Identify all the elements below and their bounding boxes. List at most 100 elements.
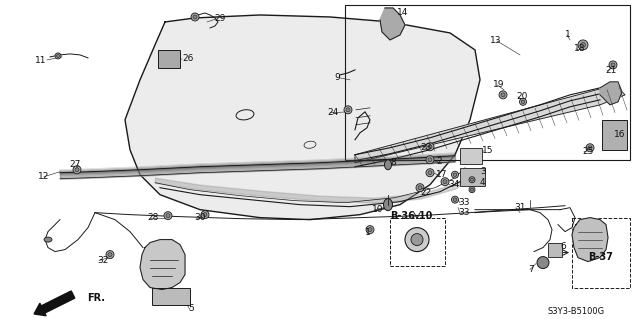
Text: 4: 4 (480, 178, 486, 187)
Circle shape (501, 93, 505, 97)
Text: 8: 8 (390, 158, 396, 167)
Text: 18: 18 (574, 44, 586, 53)
Circle shape (418, 186, 422, 190)
Circle shape (453, 198, 457, 201)
Polygon shape (355, 85, 625, 163)
Ellipse shape (385, 160, 392, 170)
Circle shape (108, 253, 112, 256)
Text: 26: 26 (182, 54, 193, 63)
Text: 3: 3 (480, 167, 486, 176)
Text: 30: 30 (194, 213, 205, 222)
Bar (460, 148, 482, 164)
Text: 33: 33 (458, 198, 470, 207)
Text: 16: 16 (614, 130, 625, 139)
Circle shape (411, 234, 423, 246)
Text: 14: 14 (397, 8, 408, 17)
Text: S3Y3-B5100G: S3Y3-B5100G (548, 308, 605, 316)
Polygon shape (125, 15, 480, 220)
Circle shape (578, 40, 588, 50)
Polygon shape (380, 8, 405, 40)
Polygon shape (600, 82, 622, 105)
Circle shape (164, 211, 172, 220)
Bar (152, 287, 190, 306)
Bar (548, 242, 562, 256)
Circle shape (580, 42, 586, 48)
Text: 15: 15 (482, 146, 493, 155)
Circle shape (344, 106, 352, 114)
Text: 28: 28 (147, 213, 158, 222)
Text: B-36-10: B-36-10 (390, 211, 433, 221)
Circle shape (75, 168, 79, 172)
Text: 6: 6 (560, 241, 566, 251)
Circle shape (166, 214, 170, 218)
Circle shape (499, 91, 507, 99)
Circle shape (203, 213, 207, 217)
Text: FR.: FR. (87, 293, 105, 302)
Circle shape (470, 178, 474, 181)
Text: 1: 1 (565, 30, 571, 39)
Circle shape (451, 196, 458, 203)
Circle shape (441, 178, 449, 186)
Text: 32: 32 (97, 256, 108, 264)
Circle shape (588, 146, 592, 150)
Circle shape (73, 166, 81, 174)
Ellipse shape (383, 199, 392, 211)
Text: 19: 19 (493, 80, 504, 89)
Text: 17: 17 (436, 170, 447, 179)
Circle shape (346, 108, 350, 112)
Circle shape (428, 171, 432, 175)
Bar (158, 50, 180, 68)
Circle shape (428, 145, 432, 149)
Bar (390, 218, 445, 265)
Text: 34: 34 (448, 180, 460, 189)
Text: 31: 31 (514, 203, 525, 212)
Polygon shape (572, 218, 608, 262)
Circle shape (520, 98, 527, 105)
Text: B-37: B-37 (588, 252, 613, 262)
Text: 24: 24 (327, 108, 339, 117)
Text: 7: 7 (528, 264, 534, 274)
Circle shape (611, 63, 615, 67)
Text: 23: 23 (420, 143, 431, 152)
Circle shape (443, 180, 447, 184)
FancyArrow shape (34, 291, 75, 316)
Bar (460, 168, 485, 186)
Text: 9: 9 (334, 73, 340, 82)
Circle shape (426, 156, 434, 164)
Circle shape (368, 228, 372, 232)
Text: 11: 11 (35, 56, 47, 65)
Ellipse shape (44, 237, 52, 242)
Bar (345, 5, 630, 160)
Circle shape (191, 13, 199, 21)
Text: 27: 27 (69, 160, 81, 169)
Bar (602, 120, 627, 150)
Circle shape (521, 100, 525, 104)
Circle shape (469, 177, 475, 183)
Circle shape (426, 143, 434, 151)
Circle shape (405, 228, 429, 252)
Bar (572, 218, 630, 287)
Circle shape (366, 226, 374, 234)
Circle shape (470, 188, 474, 191)
Text: 20: 20 (516, 92, 527, 101)
Circle shape (56, 55, 60, 57)
Text: 2: 2 (436, 157, 442, 166)
Circle shape (453, 173, 457, 176)
Circle shape (106, 251, 114, 259)
Circle shape (55, 53, 61, 59)
Text: 10: 10 (372, 205, 383, 214)
Text: 13: 13 (490, 36, 502, 45)
Text: 33: 33 (458, 208, 470, 217)
Polygon shape (140, 240, 185, 290)
Text: 29: 29 (214, 14, 225, 23)
Circle shape (537, 256, 549, 269)
Text: 5: 5 (188, 305, 194, 314)
Circle shape (428, 158, 432, 162)
Circle shape (609, 61, 617, 69)
Circle shape (469, 187, 475, 193)
Text: 25: 25 (582, 147, 593, 156)
Text: 22: 22 (420, 188, 431, 197)
Circle shape (416, 184, 424, 192)
Text: 1: 1 (365, 228, 371, 237)
Text: 21: 21 (605, 66, 616, 75)
